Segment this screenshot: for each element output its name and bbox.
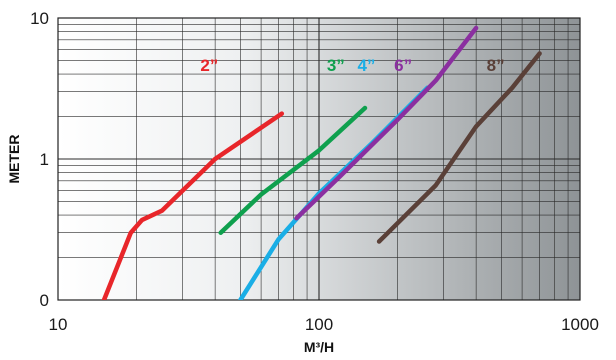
series-label: 8” <box>487 56 505 75</box>
x-tick-label: 10 <box>49 315 68 334</box>
series-line <box>376 51 542 244</box>
y-tick-label: 1 <box>40 150 49 169</box>
x-tick-label: 1000 <box>561 315 599 334</box>
x-tick-label: 100 <box>305 315 333 334</box>
plot-frame <box>57 17 581 301</box>
series-line <box>101 111 285 300</box>
grid <box>58 18 580 300</box>
y-tick-label: 0 <box>40 291 49 310</box>
ticks: 10 100 1000 0 1 10 <box>30 9 599 334</box>
series-labels: 2” 3” 4” 6” 8” <box>200 56 504 75</box>
series <box>101 25 542 300</box>
series-label: 3” <box>327 56 345 75</box>
series-line <box>218 105 368 235</box>
series-label: 2” <box>200 56 218 75</box>
y-tick-label: 10 <box>30 9 49 28</box>
series-label: 4” <box>357 56 375 75</box>
y-axis-title: METER <box>6 135 22 184</box>
series-line <box>294 25 479 221</box>
x-axis-title: M³/H <box>304 339 334 355</box>
series-label: 6” <box>394 56 412 75</box>
